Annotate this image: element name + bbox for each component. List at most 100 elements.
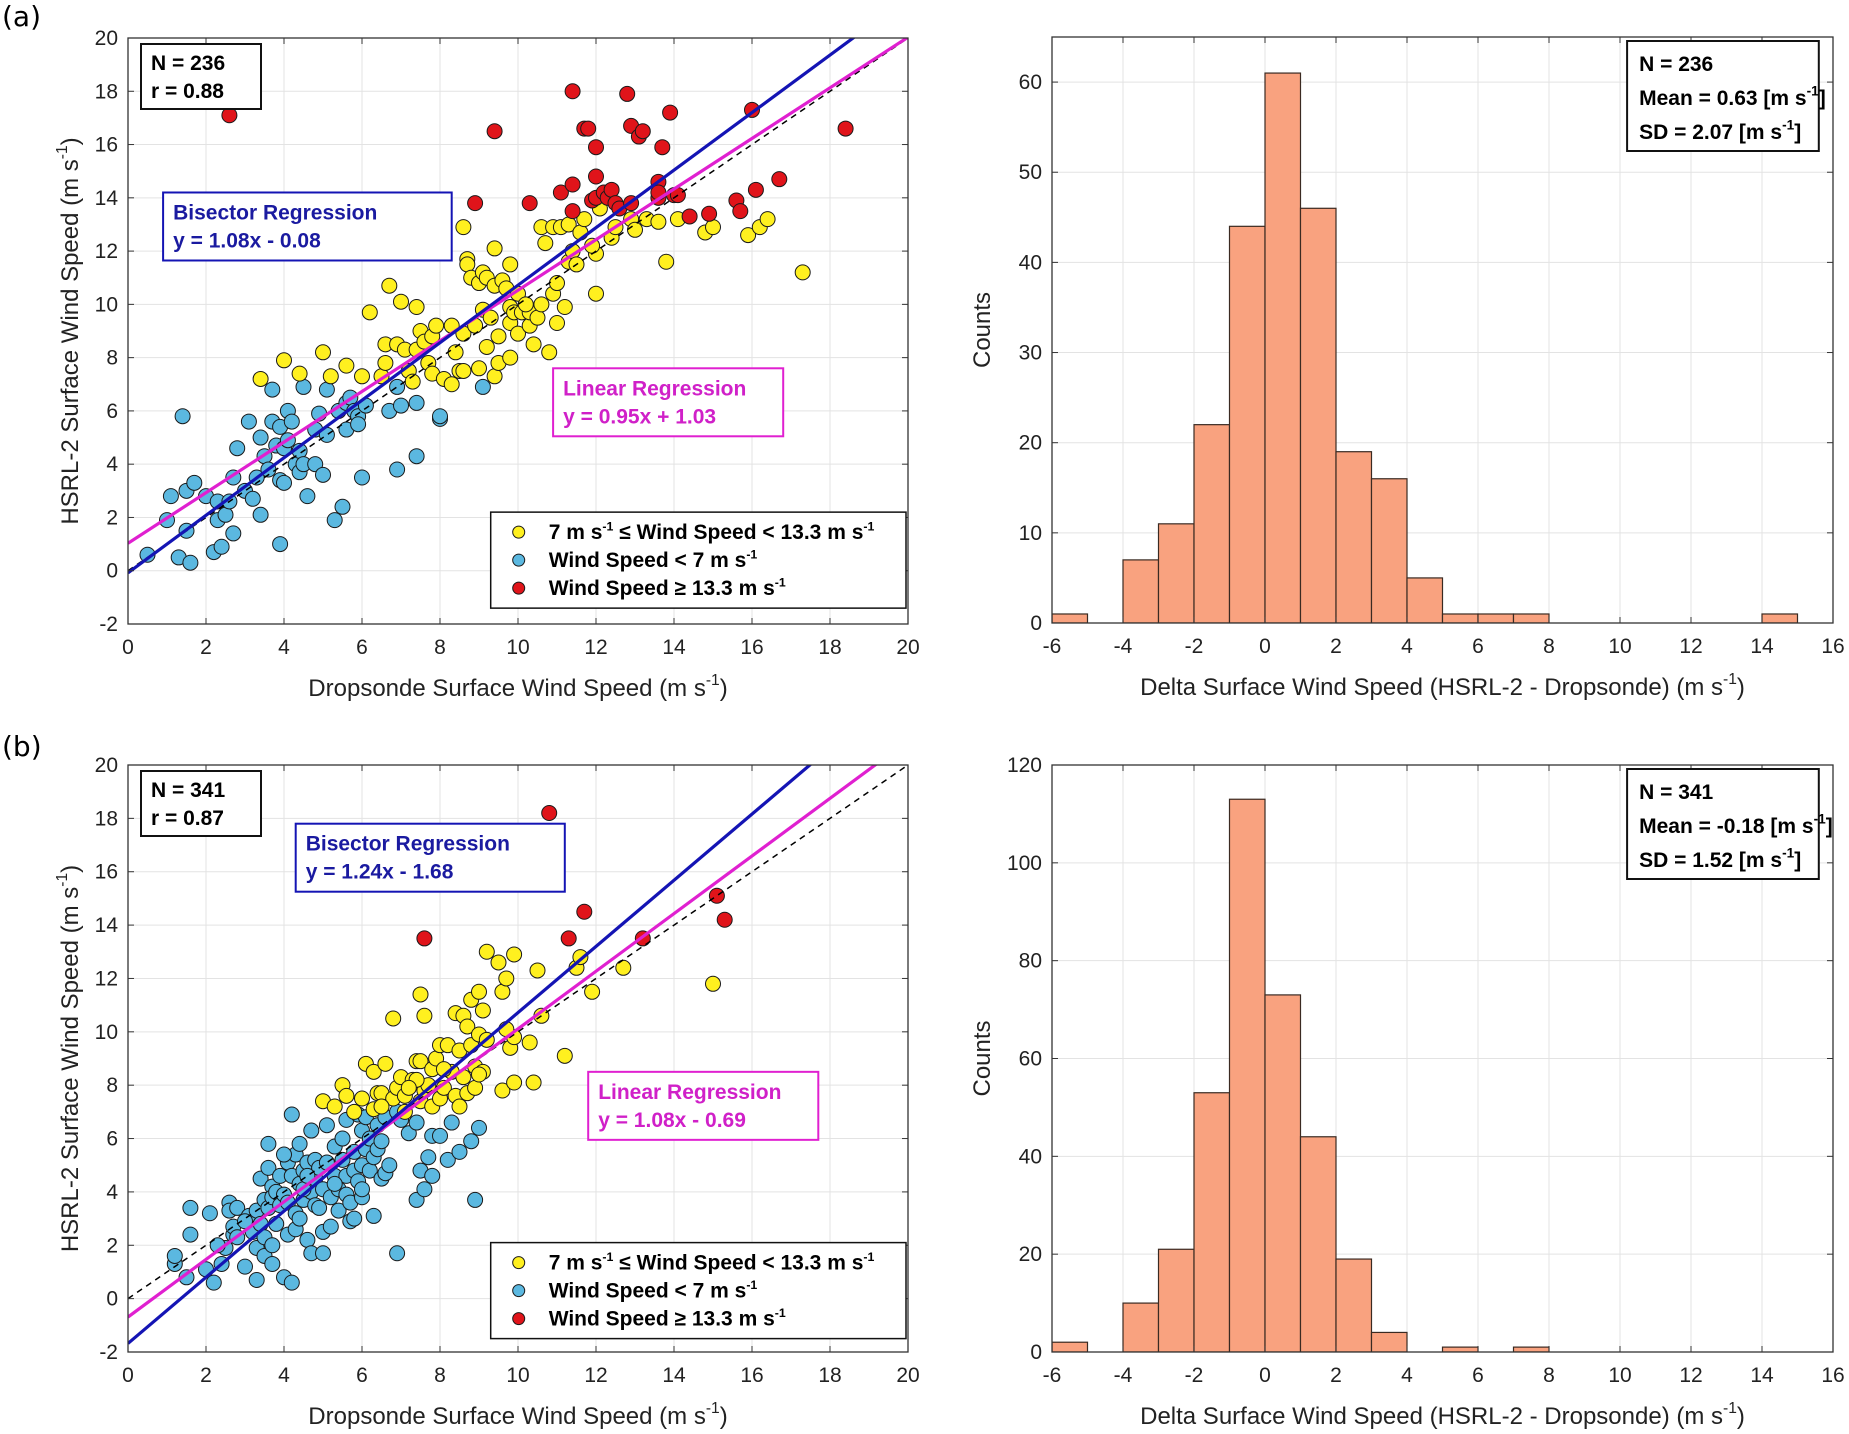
y-tick-label: 20 [95, 754, 118, 777]
stats-line: N = 341 [1639, 781, 1713, 804]
histogram-bar [1157, 523, 1195, 623]
scatter-point-moderate [443, 376, 460, 393]
scatter-point-low [162, 488, 179, 505]
bisector-regression-equation: y = 1.24x - 1.68 [306, 861, 454, 884]
stats-box [140, 43, 262, 110]
scatter-point-low [217, 506, 234, 523]
scatter-point-high [603, 181, 620, 198]
x-tick-label: 2 [200, 636, 212, 659]
scatter-point-moderate [588, 285, 604, 302]
scatter-point-low [311, 1199, 328, 1216]
scatter-point-low [299, 488, 316, 505]
scatter-point-low [346, 1210, 363, 1227]
x-tick-label: -6 [1043, 1364, 1062, 1387]
histogram-bar [1406, 577, 1444, 623]
scatter-point-low [432, 408, 448, 425]
scatter-point-low [260, 1159, 277, 1176]
scatter-point-low [291, 1210, 308, 1227]
x-tick-label: 10 [1608, 635, 1631, 658]
x-tick-label: 6 [356, 636, 368, 659]
scatter-point-high [521, 195, 538, 212]
x-tick-label: 0 [1259, 1364, 1271, 1387]
scatter-point-moderate [556, 1047, 573, 1064]
plot-content [1052, 72, 1799, 623]
y-tick-label: 0 [106, 1288, 118, 1311]
stats-box [1626, 768, 1820, 880]
stats-line: N = 236 [1639, 53, 1713, 76]
scatter-point-moderate [478, 943, 495, 960]
scatter-point-moderate [377, 354, 394, 371]
panel-label-b: (b) [2, 730, 42, 763]
y-tick-label: 6 [106, 1128, 118, 1151]
legend: 7 m s-1​ ≤ Wind Speed < 13.3 m s-1​ Wind … [489, 511, 907, 609]
scatter-point-low [244, 490, 261, 507]
y-tick-label: -2 [99, 1341, 118, 1364]
scatter-point-low [174, 408, 191, 425]
y-axis-label: HSRL-2 Surface Wind Speed (m s-1​) [54, 137, 84, 524]
scatter-point-moderate [276, 352, 292, 369]
y-tick-label: 0 [106, 560, 118, 583]
x-tick-label: -4 [1114, 635, 1133, 658]
scatter-point-low [182, 554, 199, 571]
scatter-point-low [326, 512, 343, 529]
histogram-bar [1761, 613, 1799, 623]
scatter-point-low [182, 1199, 199, 1216]
scatter-point-moderate [650, 213, 667, 230]
scatter-point-moderate [502, 349, 519, 366]
scatter-point-low [248, 1271, 265, 1288]
scatter-point-moderate [486, 240, 503, 257]
scatter-point-high [619, 85, 636, 102]
scatter-point-low [400, 1125, 417, 1142]
scatter-point-moderate [478, 338, 495, 355]
x-tick-label: 8 [434, 1364, 446, 1387]
y-tick-label: 60 [1019, 71, 1042, 94]
scatter-point-low [365, 1207, 382, 1224]
y-tick-label: 16 [95, 861, 118, 884]
chart-a-scatter: 0 2 4 6 8 10 12 14 16 18 20-202468101214161820Drop… [54, 27, 919, 702]
scatter-point-moderate [291, 365, 308, 382]
scatter-point-high [552, 184, 569, 201]
scatter-point-moderate [451, 1098, 468, 1115]
y-tick-label: 8 [106, 347, 118, 370]
scatter-point-low [205, 1274, 222, 1291]
scatter-point-high [541, 805, 558, 822]
y-tick-label: 10 [95, 1021, 118, 1044]
scatter-point-high [662, 104, 679, 121]
legend-marker-high [512, 581, 526, 595]
scatter-point-moderate [506, 1074, 523, 1091]
scatter-point-low [315, 1245, 331, 1262]
scatter-point-moderate [794, 264, 811, 281]
bisector-regression-line [128, 38, 856, 575]
legend-marker-moderate [512, 1256, 526, 1270]
scatter-point-low [467, 1191, 484, 1208]
scatter-point-moderate [459, 256, 476, 273]
legend-label-moderate: 7 m s-1​ ≤ Wind Speed < 13.3 m s-1​ [549, 520, 875, 545]
histogram-bar [1052, 613, 1089, 623]
linear-regression-title: Linear Regression [598, 1081, 781, 1104]
stats-line: r = 0.88 [151, 80, 224, 103]
histogram-bar [1299, 207, 1337, 623]
x-axis-label: Delta Surface Wind Speed (HSRL-2 - Drops… [1140, 1400, 1745, 1430]
linear-regression-box [587, 1070, 820, 1141]
scatter-point-high [486, 123, 503, 140]
scatter-point-low [322, 1218, 339, 1235]
scatter-point-low [260, 1135, 277, 1152]
x-tick-label: 16 [1821, 635, 1844, 658]
legend-label-low: Wind Speed < 7 m s-1​ [549, 1278, 758, 1303]
scatter-point-low [318, 381, 335, 398]
scatter-point-moderate [385, 1010, 402, 1027]
scatter-point-moderate [533, 296, 550, 313]
scatter-point-high [681, 208, 698, 225]
scatter-point-high [771, 171, 788, 188]
bisector-regression-box [162, 191, 453, 262]
legend-marker-moderate [512, 525, 526, 539]
scatter-point-moderate [549, 315, 565, 332]
scatter-point-low [439, 1151, 456, 1168]
y-tick-label: 2 [106, 1234, 118, 1257]
x-tick-label: 12 [584, 636, 607, 659]
scatter-point-moderate [759, 211, 776, 228]
scatter-point-low [272, 536, 289, 553]
scatter-point-low [326, 1175, 343, 1192]
scatter-point-low [303, 1122, 320, 1139]
scatter-point-high [564, 176, 581, 193]
